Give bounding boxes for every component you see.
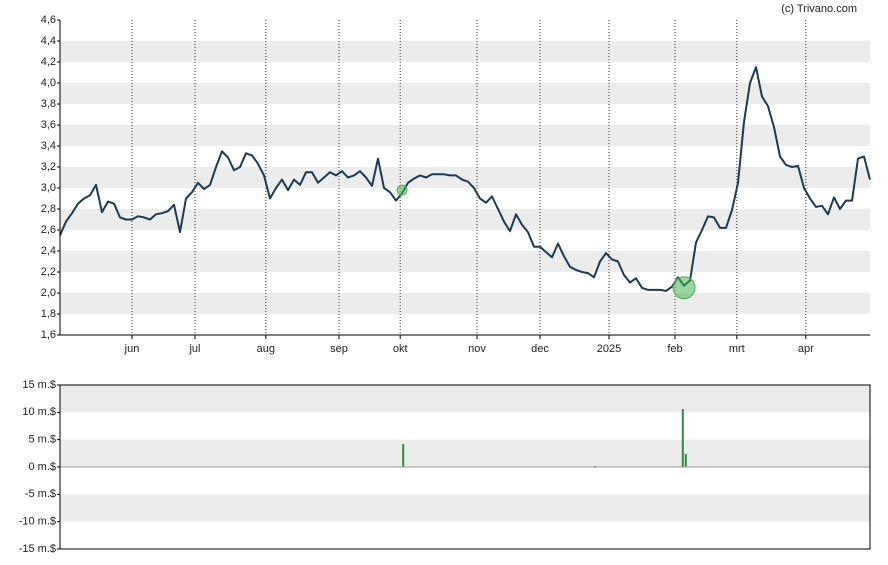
x-tick-label: mrt [729,343,745,355]
x-tick-label: okt [393,343,408,355]
plot-frame [59,384,871,550]
volume-bar [594,465,597,467]
y-tick-label: 1,8 [41,308,56,320]
highlight-marker [396,184,408,196]
y-tick-label: 2,2 [41,266,56,278]
y-tick-label: -5 m.$ [25,488,56,500]
grid-band [60,167,870,188]
x-tick-label: 2025 [597,343,621,355]
x-tick-label: aug [257,343,275,355]
volume-bar [684,453,687,467]
y-tick-label: 3,6 [41,119,56,131]
y-tick-label: 4,0 [41,77,56,89]
grid-band [60,293,870,314]
y-tick-label: 2,6 [41,224,56,236]
volume-bar [681,409,684,467]
volume-bar [402,444,405,467]
grid-band [60,125,870,146]
y-tick-label: 1,6 [41,329,56,341]
y-tick-label: -15 m.$ [19,543,56,555]
grid-band [60,494,870,522]
y-tick-label: 2,0 [41,287,56,299]
x-tick-label: nov [468,343,486,355]
y-tick-label: 0 m.$ [28,461,56,473]
y-tick-label: -10 m.$ [19,516,56,528]
price-line [59,66,871,292]
y-tick-label: 4,4 [41,35,56,47]
grid-band [60,83,870,104]
x-tick-label: jun [124,343,140,355]
x-tick-label: sep [330,343,348,355]
grid-band [60,439,870,467]
x-tick-label: dec [531,343,549,355]
x-tick-label: apr [798,343,814,355]
y-tick-label: 3,0 [41,182,56,194]
source: (c) Trivano.com [781,3,857,15]
y-tick-label: 4,6 [41,14,56,26]
grid-band [60,251,870,272]
y-tick-label: 15 m.$ [22,379,56,391]
y-tick-label: 2,8 [41,203,56,215]
x-tick-label: jul [188,343,200,355]
y-tick-label: 3,8 [41,98,56,110]
highlight-marker [672,276,696,300]
y-tick-label: 10 m.$ [22,406,56,418]
y-tick-label: 3,4 [41,140,56,152]
grid-band [60,209,870,230]
grid-band [60,41,870,62]
y-tick-label: 3,2 [41,161,56,173]
grid-band [60,385,870,413]
x-tick-label: feb [667,343,682,355]
y-tick-label: 5 m.$ [28,434,56,446]
y-tick-label: 4,2 [41,56,56,68]
y-tick-label: 2,4 [41,245,56,257]
